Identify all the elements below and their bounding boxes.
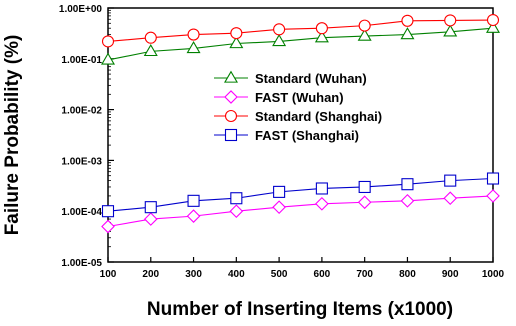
data-point-fast-shanghai bbox=[444, 174, 457, 187]
series-line-standard-wuhan bbox=[107, 27, 494, 61]
y-tick-label: 1.00E+00 bbox=[59, 4, 103, 15]
data-point-fast-wuhan bbox=[486, 189, 500, 203]
legend-marker-standard-shanghai bbox=[224, 109, 238, 123]
x-tick-label: 900 bbox=[442, 269, 459, 280]
data-point-standard-wuhan bbox=[485, 20, 501, 33]
data-point-fast-shanghai bbox=[273, 185, 286, 198]
x-tick-label: 100 bbox=[100, 269, 117, 280]
data-point-standard-wuhan bbox=[229, 36, 244, 49]
data-point-fast-shanghai bbox=[401, 178, 414, 191]
data-point-standard-shanghai bbox=[315, 22, 328, 35]
series-line-standard-shanghai bbox=[107, 19, 494, 42]
data-point-fast-wuhan bbox=[443, 191, 458, 206]
series-layer bbox=[100, 13, 501, 234]
y-tick-label: 1.00E-05 bbox=[61, 258, 102, 269]
data-point-standard-wuhan bbox=[143, 43, 158, 57]
data-point-fast-wuhan bbox=[143, 212, 158, 226]
x-axis: 100 200 300 400 500 600 700 800 900 1000 bbox=[100, 257, 505, 280]
data-point-standard-wuhan bbox=[357, 28, 372, 41]
data-point-fast-shanghai bbox=[230, 192, 243, 205]
data-point-standard-wuhan bbox=[186, 41, 201, 54]
x-tick-label: 700 bbox=[356, 269, 373, 280]
y-axis-title: Failure Probability (%) bbox=[2, 35, 23, 236]
data-point-standard-shanghai bbox=[444, 14, 457, 27]
legend-marker-fast-wuhan bbox=[224, 90, 238, 104]
data-point-standard-wuhan bbox=[443, 24, 458, 37]
data-point-standard-shanghai bbox=[187, 28, 200, 41]
x-tick-label: 800 bbox=[399, 269, 416, 280]
series-line-fast-shanghai bbox=[107, 177, 494, 212]
data-point-fast-shanghai bbox=[358, 180, 371, 194]
legend-marker-fast-shanghai bbox=[224, 128, 238, 142]
data-point-fast-shanghai bbox=[101, 205, 115, 218]
x-tick-label: 500 bbox=[271, 269, 288, 280]
plot-frame bbox=[107, 7, 494, 263]
data-point-standard-shanghai bbox=[101, 35, 115, 48]
data-point-fast-wuhan bbox=[186, 209, 201, 223]
data-point-fast-wuhan bbox=[400, 194, 415, 208]
y-tick-label: 1.00E-02 bbox=[61, 106, 102, 117]
y-tick-label: 1.00E-01 bbox=[61, 55, 102, 66]
data-point-fast-shanghai bbox=[144, 201, 157, 214]
data-point-fast-shanghai bbox=[486, 172, 500, 185]
x-tick-label: 400 bbox=[228, 269, 245, 280]
data-point-fast-wuhan bbox=[315, 196, 329, 211]
series-line-fast-wuhan bbox=[107, 195, 494, 228]
data-point-standard-wuhan bbox=[272, 33, 287, 47]
data-point-standard-shanghai bbox=[144, 31, 157, 44]
y-tick-label: 1.00E-04 bbox=[61, 207, 102, 218]
data-point-standard-shanghai bbox=[401, 14, 414, 27]
data-point-fast-wuhan bbox=[357, 195, 372, 210]
x-tick-label: 200 bbox=[142, 269, 159, 280]
data-point-standard-shanghai bbox=[358, 19, 371, 32]
x-tick-label: 1000 bbox=[482, 269, 505, 280]
x-tick-label: 300 bbox=[185, 269, 202, 280]
legend-label-standard-wuhan: Standard (Wuhan) bbox=[255, 71, 367, 86]
data-point-standard-shanghai bbox=[486, 13, 500, 27]
legend: Standard (Wuhan) FAST (Wuhan) Standard (Sh… bbox=[214, 70, 382, 143]
data-point-fast-shanghai bbox=[187, 194, 200, 207]
x-axis-title: Number of Inserting Items (x1000) bbox=[147, 299, 453, 320]
data-point-fast-wuhan bbox=[229, 204, 244, 219]
data-point-standard-wuhan bbox=[400, 27, 415, 40]
data-point-standard-wuhan bbox=[100, 52, 116, 65]
legend-label-fast-wuhan: FAST (Wuhan) bbox=[255, 90, 344, 105]
data-point-standard-shanghai bbox=[230, 27, 243, 40]
legend-marker-standard-wuhan bbox=[223, 70, 239, 83]
legend-label-standard-shanghai: Standard (Shanghai) bbox=[255, 109, 382, 124]
legend-label-fast-shanghai: FAST (Shanghai) bbox=[255, 128, 359, 143]
x-tick-label: 600 bbox=[314, 269, 331, 280]
data-point-fast-shanghai bbox=[315, 182, 328, 195]
data-point-standard-shanghai bbox=[273, 23, 286, 36]
data-point-fast-wuhan bbox=[101, 219, 115, 234]
data-point-fast-wuhan bbox=[272, 200, 286, 215]
data-point-standard-wuhan bbox=[314, 30, 329, 43]
y-tick-label: 1.00E-03 bbox=[61, 156, 102, 167]
